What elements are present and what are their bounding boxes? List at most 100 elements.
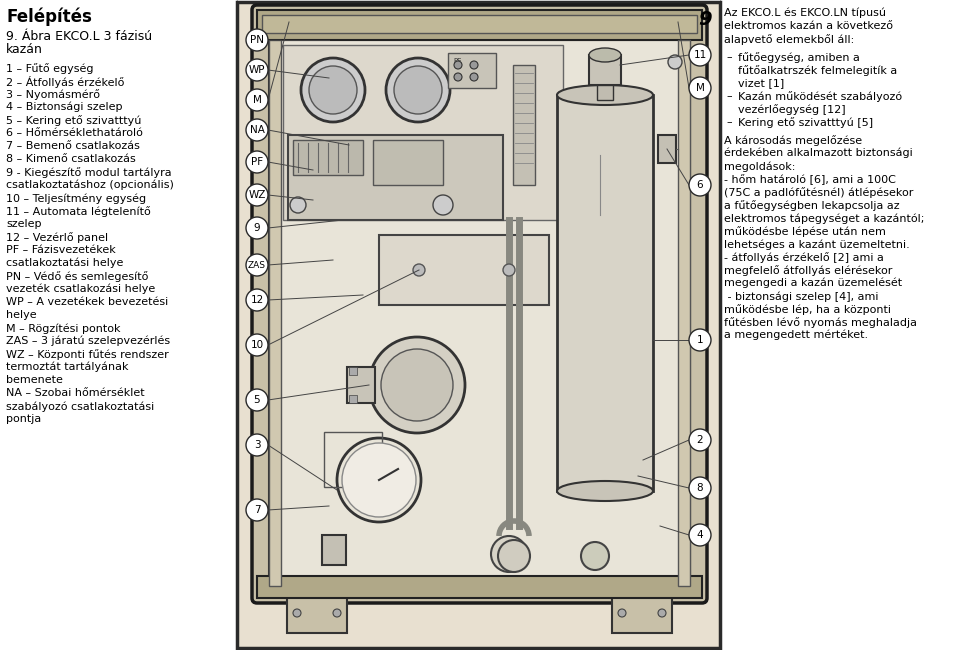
Circle shape xyxy=(433,195,453,215)
Text: szelep: szelep xyxy=(6,219,41,229)
Circle shape xyxy=(689,429,711,451)
Circle shape xyxy=(293,609,301,617)
Text: 10 – Teljesítmény egység: 10 – Teljesítmény egység xyxy=(6,193,146,203)
Text: elektromos tápegységet a kazántól;: elektromos tápegységet a kazántól; xyxy=(724,213,924,224)
Bar xyxy=(324,432,382,487)
Circle shape xyxy=(454,61,462,69)
Text: Kering ető szivatttyú [5]: Kering ető szivatttyú [5] xyxy=(738,117,874,128)
Circle shape xyxy=(246,89,268,111)
Circle shape xyxy=(689,329,711,351)
Circle shape xyxy=(246,254,268,276)
Text: 3: 3 xyxy=(253,440,260,450)
Circle shape xyxy=(394,66,442,114)
Text: 12 – Vezérlő panel: 12 – Vezérlő panel xyxy=(6,232,108,243)
Bar xyxy=(349,367,357,375)
Text: fűtőegység, amiben a: fűtőegység, amiben a xyxy=(738,52,860,63)
Text: érdekében alkalmazott biztonsági: érdekében alkalmazott biztonsági xyxy=(724,148,913,159)
Text: 9 - Kiegészítő modul tartályra: 9 - Kiegészítő modul tartályra xyxy=(6,167,172,178)
Circle shape xyxy=(581,542,609,570)
Circle shape xyxy=(454,73,462,81)
Text: 2: 2 xyxy=(697,435,704,445)
Circle shape xyxy=(337,438,421,522)
Circle shape xyxy=(246,29,268,51)
Bar xyxy=(269,40,690,586)
Circle shape xyxy=(386,58,450,122)
Circle shape xyxy=(689,524,711,546)
Text: –: – xyxy=(726,52,732,62)
Bar xyxy=(347,367,375,403)
Text: PN: PN xyxy=(250,35,264,45)
Circle shape xyxy=(658,609,666,617)
Bar xyxy=(257,576,702,598)
Text: - átfollyás érzékelő [2] ami a: - átfollyás érzékelő [2] ami a xyxy=(724,252,884,263)
Text: M: M xyxy=(696,83,705,93)
Text: 5: 5 xyxy=(253,395,260,405)
Text: 4 – Biztonsági szelep: 4 – Biztonsági szelep xyxy=(6,102,123,112)
Text: elektromos kazán a következő: elektromos kazán a következő xyxy=(724,21,893,31)
Text: 7: 7 xyxy=(253,505,260,515)
Bar xyxy=(597,85,613,100)
Bar xyxy=(557,95,653,491)
Bar xyxy=(293,140,363,175)
Text: - biztonsági szelep [4], ami: - biztonsági szelep [4], ami xyxy=(724,291,878,302)
Circle shape xyxy=(246,184,268,206)
Text: M: M xyxy=(252,95,261,105)
Text: ZAS – 3 járatú szelepvezérlés: ZAS – 3 járatú szelepvezérlés xyxy=(6,336,170,346)
Circle shape xyxy=(342,443,416,517)
Circle shape xyxy=(470,73,478,81)
Circle shape xyxy=(689,44,711,66)
Circle shape xyxy=(381,349,453,421)
Text: pontja: pontja xyxy=(6,414,41,424)
FancyBboxPatch shape xyxy=(252,5,707,603)
Bar xyxy=(349,395,357,403)
Circle shape xyxy=(246,434,268,456)
Text: 9: 9 xyxy=(253,223,260,233)
Text: 3 – Nyomásmérő: 3 – Nyomásmérő xyxy=(6,89,100,100)
Text: bemenete: bemenete xyxy=(6,375,62,385)
Text: a megengedett mértéket.: a megengedett mértéket. xyxy=(724,330,868,341)
Text: Az EKCO.L és EKCO.LN típusú: Az EKCO.L és EKCO.LN típusú xyxy=(724,8,886,18)
Bar xyxy=(589,55,621,85)
Bar xyxy=(237,2,720,648)
Text: 8 – Kimenő csatlakozás: 8 – Kimenő csatlakozás xyxy=(6,154,135,164)
Text: 8: 8 xyxy=(697,483,704,493)
Bar xyxy=(322,535,346,565)
Text: 10: 10 xyxy=(251,340,264,350)
Text: NA – Szobai hőmérséklet: NA – Szobai hőmérséklet xyxy=(6,388,145,398)
Text: 9: 9 xyxy=(698,10,712,29)
Circle shape xyxy=(369,337,465,433)
Text: Kazán működését szabályozó: Kazán működését szabályozó xyxy=(738,91,902,102)
Text: fűtőalkatrszék felmelegitík a: fűtőalkatrszék felmelegitík a xyxy=(738,65,898,76)
Bar xyxy=(612,593,672,633)
Text: Felépítés: Felépítés xyxy=(6,8,92,27)
Text: PN – Védő és semlegesítő: PN – Védő és semlegesítő xyxy=(6,271,149,282)
Circle shape xyxy=(309,66,357,114)
Text: PF – Fázisvezetékek: PF – Fázisvezetékek xyxy=(6,245,116,255)
Text: WZ: WZ xyxy=(249,190,266,200)
Circle shape xyxy=(246,389,268,411)
Text: működésbe lépése után nem: működésbe lépése után nem xyxy=(724,226,886,237)
Text: 12: 12 xyxy=(251,295,264,305)
Text: 4: 4 xyxy=(697,530,704,540)
Circle shape xyxy=(246,289,268,311)
Bar xyxy=(658,135,676,163)
Text: lehetséges a kazánt üzemeltetni.: lehetséges a kazánt üzemeltetni. xyxy=(724,239,910,250)
Text: 6: 6 xyxy=(697,180,704,190)
Text: megengedi a kazán üzemelését: megengedi a kazán üzemelését xyxy=(724,278,902,289)
Bar xyxy=(262,15,697,33)
Circle shape xyxy=(246,59,268,81)
Text: működésbe lép, ha a központi: működésbe lép, ha a központi xyxy=(724,304,891,315)
Circle shape xyxy=(333,609,341,617)
Text: 2 – Átfollyás érzékelő: 2 – Átfollyás érzékelő xyxy=(6,76,125,88)
Circle shape xyxy=(301,58,365,122)
Bar xyxy=(448,53,496,88)
Text: WP: WP xyxy=(249,65,265,75)
Text: 1 – Fűtő egység: 1 – Fűtő egység xyxy=(6,63,93,74)
Text: A károsodás megelőzése: A károsodás megelőzése xyxy=(724,135,862,146)
Text: termoztát tartályának: termoztát tartályának xyxy=(6,362,129,372)
Ellipse shape xyxy=(557,85,653,105)
Text: 11: 11 xyxy=(693,50,707,60)
Circle shape xyxy=(503,264,515,276)
Text: M – Rögzítési pontok: M – Rögzítési pontok xyxy=(6,323,121,333)
Bar xyxy=(288,135,503,220)
